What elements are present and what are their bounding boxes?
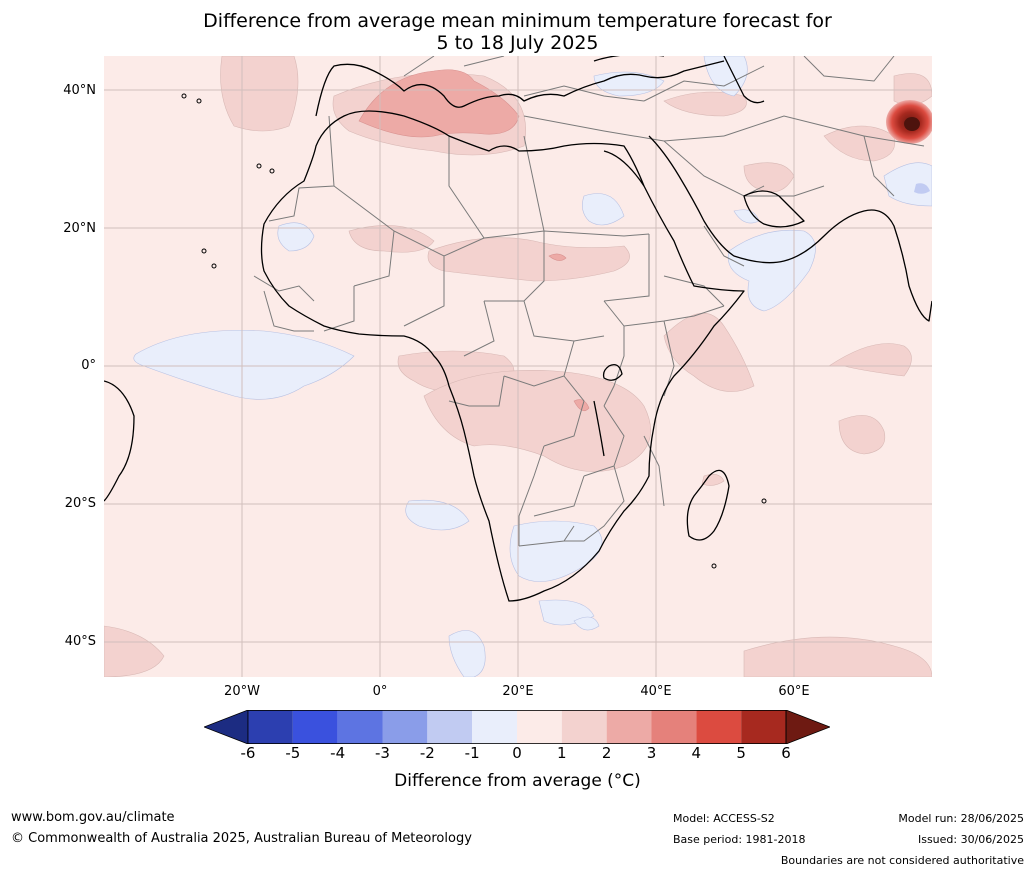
colorbar-segment bbox=[741, 710, 786, 744]
madagascar-coastline bbox=[686, 469, 730, 541]
colorbar-extend-low bbox=[204, 710, 249, 744]
boundary-disclaimer: Boundaries are not considered authoritat… bbox=[780, 854, 1024, 867]
country-borders bbox=[253, 56, 925, 547]
colorbar-tick-label: 0 bbox=[512, 744, 522, 762]
colorbar-segment bbox=[337, 710, 383, 744]
colorbar-tick-label: -6 bbox=[240, 744, 256, 762]
latitude-label: 0° bbox=[81, 358, 96, 373]
caspian-coastline bbox=[723, 56, 765, 104]
colorbar-segment bbox=[292, 710, 338, 744]
colorbar-tick-label: 1 bbox=[557, 744, 567, 762]
colorbar-tick-label: 3 bbox=[646, 744, 657, 762]
base-period: Base period: 1981-2018 bbox=[673, 833, 806, 846]
colorbar-tick-label: 6 bbox=[781, 744, 791, 762]
colorbar-tick-label: 5 bbox=[736, 744, 746, 762]
colorbar-segment bbox=[561, 710, 607, 744]
model-run-date: Model run: 28/06/2025 bbox=[898, 812, 1024, 825]
latitude-label: 40°N bbox=[63, 83, 96, 98]
latitude-label: 20°N bbox=[63, 221, 96, 236]
longitude-label: 0° bbox=[372, 684, 388, 699]
colorbar-segment bbox=[517, 710, 562, 744]
graticule bbox=[104, 56, 932, 677]
copyright-text: © Commonwealth of Australia 2025, Austra… bbox=[11, 831, 472, 846]
issued-date: Issued: 30/06/2025 bbox=[917, 833, 1024, 846]
lake-victoria-coastline bbox=[602, 363, 623, 381]
longitude-label: 20°W bbox=[224, 684, 260, 699]
forecast-map bbox=[104, 56, 932, 677]
red-sea-coastline bbox=[603, 150, 645, 187]
colorbar-tick-label: -5 bbox=[285, 744, 301, 762]
africa-coastline bbox=[260, 110, 745, 602]
south-america-coastline bbox=[104, 380, 135, 502]
model-name: Model: ACCESS-S2 bbox=[673, 812, 775, 825]
arabia-coastline bbox=[648, 135, 932, 322]
longitude-label: 40°E bbox=[640, 684, 672, 699]
colorbar-tick-label: -2 bbox=[419, 744, 435, 762]
anomaly-negative-core bbox=[914, 183, 930, 194]
colorbar-tick-label: 2 bbox=[601, 744, 612, 762]
colorbar-label: Difference from average (°C) bbox=[394, 771, 641, 791]
latitude-label: 20°S bbox=[64, 496, 96, 511]
title-line-1: Difference from average mean minimum tem… bbox=[203, 10, 832, 32]
colorbar-tick-label: -3 bbox=[375, 744, 390, 762]
colorbar-segment bbox=[248, 710, 293, 744]
anomaly-hotspot-core bbox=[904, 117, 920, 131]
colorbar-segment bbox=[651, 710, 697, 744]
black-sea-coastline bbox=[593, 56, 664, 62]
colorbar-segment bbox=[606, 710, 652, 744]
latitude-label: 40°S bbox=[64, 634, 96, 649]
colorbar-segment bbox=[382, 710, 428, 744]
colorbar-tick-label: -1 bbox=[464, 744, 480, 762]
europe-coastline bbox=[315, 60, 725, 117]
chart-title: Difference from average mean minimum tem… bbox=[0, 10, 1035, 54]
colorbar-extend-high bbox=[785, 710, 830, 744]
colorbar-segment bbox=[472, 710, 517, 744]
coastlines bbox=[104, 56, 932, 602]
title-line-2: 5 to 18 July 2025 bbox=[436, 32, 599, 54]
colorbar-tick-label: 4 bbox=[691, 744, 702, 762]
colorbar-border bbox=[247, 710, 787, 744]
persian-gulf-coastline bbox=[743, 190, 805, 228]
lake-tanganyika-coastline bbox=[593, 400, 605, 457]
anomaly-1-2-patches bbox=[104, 56, 932, 677]
colorbar-tick-label: -4 bbox=[330, 744, 346, 762]
longitude-label: 60°E bbox=[778, 684, 810, 699]
longitude-label: 20°E bbox=[502, 684, 534, 699]
islands bbox=[181, 93, 767, 569]
colorbar bbox=[204, 710, 830, 744]
website-link[interactable]: www.bom.gov.au/climate bbox=[11, 810, 175, 825]
colorbar-segment bbox=[427, 710, 473, 744]
colorbar-segment bbox=[696, 710, 742, 744]
